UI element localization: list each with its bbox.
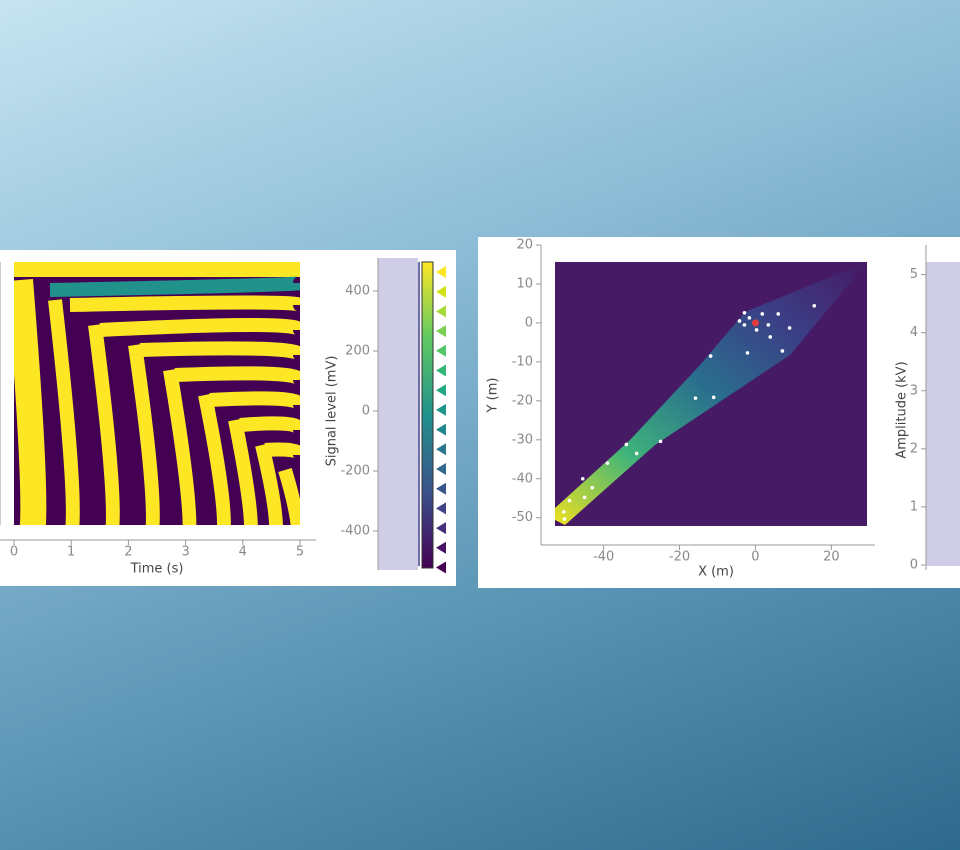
colorbar-tick-label: 3 — [910, 383, 918, 398]
point — [693, 396, 698, 400]
colorbar-tick-label: 0 — [362, 404, 370, 419]
point — [742, 323, 747, 327]
point — [776, 312, 781, 316]
y-tick-label: -50 — [512, 510, 533, 525]
handle — [436, 285, 446, 298]
colorbar-tick-label: 2 — [910, 441, 918, 456]
x-tick-label: -40 — [593, 550, 614, 565]
y-tick-label: -30 — [512, 432, 533, 447]
colorbar-label: Amplitude (kV) — [895, 361, 910, 458]
point — [754, 328, 759, 332]
handle — [436, 463, 446, 475]
handle — [436, 443, 446, 456]
colormap-handles — [436, 266, 446, 574]
point — [760, 312, 765, 316]
handle — [436, 423, 446, 436]
handle — [436, 384, 446, 397]
point — [605, 461, 610, 465]
point — [742, 310, 747, 315]
x-tick-label: 2 — [124, 545, 132, 560]
handle — [436, 541, 446, 554]
heatmap — [14, 262, 300, 525]
point — [658, 439, 663, 444]
handle — [436, 364, 446, 377]
y-tick-label: -40 — [512, 471, 533, 486]
colorbar-tick-label: 400 — [345, 284, 370, 299]
point — [780, 349, 785, 353]
handle — [436, 325, 446, 338]
point — [567, 498, 572, 503]
colorbar-tick-label: 0 — [910, 558, 918, 573]
colorbar-tick-label: 200 — [345, 344, 370, 359]
point — [624, 442, 629, 447]
handle — [436, 561, 446, 574]
point — [590, 485, 595, 490]
y-tick-label: -20 — [512, 393, 533, 408]
histogram — [378, 258, 418, 570]
colorbar-tick-label: -200 — [340, 464, 370, 479]
point — [787, 326, 792, 330]
x-axis-label: X (m) — [698, 565, 734, 580]
y-tick-label: 20 — [516, 238, 533, 253]
point — [580, 476, 585, 481]
colorbar — [421, 261, 434, 569]
point — [561, 510, 566, 514]
x-tick-label: 1 — [67, 545, 75, 560]
point — [745, 351, 750, 355]
handle — [436, 344, 446, 357]
colorbar-tick-label: 1 — [910, 499, 918, 514]
point — [737, 319, 742, 323]
x-tick-label: 5 — [296, 545, 304, 560]
point — [634, 451, 639, 456]
point — [751, 319, 759, 327]
x-tick-label: -20 — [669, 550, 690, 565]
handle — [436, 266, 446, 278]
colorbar-tick-label: -400 — [340, 524, 370, 539]
point — [768, 335, 773, 339]
x-axis-label: Time (s) — [130, 562, 184, 577]
colorbar-tick-label: 5 — [910, 267, 918, 282]
x-tick-label: 0 — [10, 545, 18, 560]
point — [708, 354, 713, 358]
handle — [436, 305, 446, 318]
handle — [436, 482, 446, 495]
point — [766, 323, 771, 327]
x-tick-label: 0 — [751, 550, 759, 565]
point — [747, 316, 752, 320]
point — [812, 303, 817, 308]
point — [562, 517, 567, 521]
y-tick-label: 0 — [525, 315, 533, 330]
colorbar-tick-label: 4 — [910, 325, 918, 340]
point — [711, 395, 716, 400]
handle — [436, 522, 446, 535]
colorbar-label: Signal level (mV) — [325, 356, 340, 467]
x-tick-label: 4 — [239, 545, 247, 560]
handle — [436, 502, 446, 515]
handle — [436, 403, 446, 416]
histogram — [926, 262, 960, 566]
point — [582, 495, 587, 500]
y-tick-label: 10 — [516, 276, 533, 291]
y-axis-label: Y (m) — [486, 378, 501, 414]
x-tick-label: 3 — [181, 545, 189, 560]
x-tick-label: 20 — [823, 550, 840, 565]
y-tick-label: -10 — [512, 354, 533, 369]
